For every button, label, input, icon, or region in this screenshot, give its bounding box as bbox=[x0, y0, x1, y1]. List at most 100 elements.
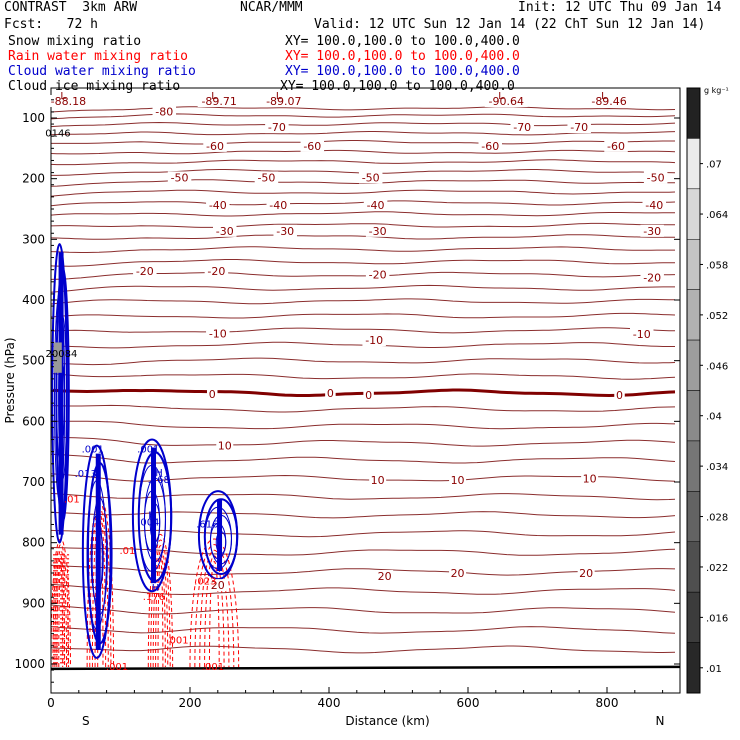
colorbar-tick-label: .022 bbox=[706, 563, 728, 574]
colorbar-segment bbox=[686, 188, 701, 240]
low-marker: L bbox=[498, 91, 504, 102]
rain-contour bbox=[150, 539, 171, 668]
isotherm-label: -60 bbox=[481, 140, 499, 153]
colorbar-segment bbox=[686, 591, 701, 643]
isotherm-label-bg bbox=[265, 121, 289, 134]
isotherm-label: 10 bbox=[218, 440, 232, 453]
rain-contour bbox=[58, 561, 64, 668]
low-marker: L bbox=[211, 91, 217, 102]
isotherm-label-bg bbox=[204, 264, 229, 277]
isotherm-line bbox=[50, 604, 676, 615]
isotherm-label-bg bbox=[510, 121, 534, 134]
colorbar-tick-label: .052 bbox=[706, 311, 728, 322]
isotherm-label: -70 bbox=[570, 121, 588, 134]
colorbar-tick-label: .01 bbox=[706, 664, 722, 675]
isotherm-line bbox=[50, 388, 676, 398]
y-tick-label: 100 bbox=[22, 111, 45, 125]
isotherm-label: -60 bbox=[607, 140, 625, 153]
high-marker: H bbox=[152, 583, 160, 594]
isotherm-label-bg bbox=[363, 198, 388, 211]
colorbar-segment bbox=[686, 87, 701, 139]
x-tick-label: 600 bbox=[457, 696, 480, 710]
rain-contour bbox=[155, 550, 166, 668]
isotherm-label-bg bbox=[262, 95, 306, 108]
isotherm-label: -30 bbox=[276, 225, 294, 238]
mixing-ratio-label: .001 bbox=[166, 636, 188, 647]
isotherm-label: -70 bbox=[268, 121, 286, 134]
colorbar-tick-label: .028 bbox=[706, 513, 728, 524]
isotherm-line bbox=[50, 234, 676, 240]
isotherm-label-bg bbox=[449, 474, 467, 487]
isotherm-label-bg bbox=[152, 105, 177, 118]
x-tick-label: 0 bbox=[47, 696, 55, 710]
x-tick-label: 200 bbox=[179, 696, 202, 710]
isotherm-label-bg bbox=[209, 579, 227, 592]
isotherm-line bbox=[50, 357, 676, 366]
isotherm-label-bg bbox=[567, 121, 591, 134]
colorbar-tick-label: .058 bbox=[706, 260, 728, 271]
isotherm-label-bg bbox=[216, 439, 234, 452]
high-marker: H bbox=[155, 468, 163, 479]
valid-time: Valid: 12 UTC Sun 12 Jan 14 (22 ChT Sun … bbox=[314, 17, 706, 32]
rain-contour bbox=[147, 533, 174, 668]
isotherm-line bbox=[50, 113, 676, 120]
mixing-ratio-label: .176 bbox=[143, 592, 165, 603]
rain-contour bbox=[208, 560, 220, 668]
isotherm-label: -89.71 bbox=[201, 95, 236, 108]
isotherm-label: -30 bbox=[369, 225, 387, 238]
isotherm-label: -40 bbox=[645, 199, 663, 212]
x-tick-label: 800 bbox=[596, 696, 619, 710]
isotherm-label-bg bbox=[614, 389, 625, 402]
isotherm-label-bg bbox=[376, 570, 394, 583]
isotherm-label: -60 bbox=[303, 140, 321, 153]
isotherm-label-bg bbox=[213, 224, 237, 237]
field-xy-snow: XY= 100.0,100.0 to 100.0,400.0 bbox=[285, 34, 520, 49]
isotherm-label-bg bbox=[300, 139, 325, 152]
colorbar-tick-label: .07 bbox=[706, 160, 722, 171]
mixing-ratio-label: .01 bbox=[119, 546, 135, 557]
isotherm-label-bg bbox=[167, 171, 192, 184]
x-end-label-north: N bbox=[656, 714, 665, 728]
init-time: Init: 12 UTC Thu 09 Jan 14 bbox=[518, 0, 722, 15]
isotherm-label-bg bbox=[581, 472, 599, 485]
isotherm-label-bg bbox=[273, 224, 297, 237]
rain-contour bbox=[189, 538, 240, 668]
isotherm-label: 20 bbox=[211, 579, 225, 592]
rain-contour bbox=[194, 544, 235, 668]
isotherm-label: -50 bbox=[257, 171, 275, 184]
isotherm-label-bg bbox=[365, 224, 390, 237]
y-tick-label: 300 bbox=[22, 232, 45, 246]
isotherm-label: -88.18 bbox=[51, 95, 86, 108]
isotherm-line bbox=[50, 159, 676, 166]
cloud-water-core bbox=[217, 499, 223, 572]
isotherm-label-bg bbox=[365, 268, 390, 281]
x-axis-label: Distance (km) bbox=[345, 714, 429, 728]
field-label-cloud-water: Cloud water mixing ratio bbox=[8, 64, 196, 79]
isotherm-label-bg bbox=[206, 198, 230, 211]
colorbar-segment bbox=[686, 440, 701, 492]
isotherm-label: -50 bbox=[647, 171, 665, 184]
isotherm-line bbox=[50, 106, 676, 113]
isotherm-line bbox=[50, 200, 676, 207]
isotherm-label: -30 bbox=[643, 225, 661, 238]
isotherm-label-bg bbox=[369, 474, 387, 487]
isotherm-line bbox=[50, 298, 676, 305]
isotherm-label: -20 bbox=[207, 265, 225, 278]
y-tick-label: 800 bbox=[22, 536, 45, 550]
y-tick-label: 1000 bbox=[14, 657, 45, 671]
isotherm-line bbox=[50, 626, 676, 634]
isotherm-line bbox=[50, 436, 676, 447]
isotherm-label-bg bbox=[203, 139, 227, 152]
isotherm-label: 10 bbox=[451, 474, 465, 487]
isotherm-label-bg bbox=[206, 388, 218, 401]
y-tick-label: 200 bbox=[22, 172, 45, 186]
rain-contour bbox=[91, 509, 109, 668]
mixing-ratio-label: .001 bbox=[106, 662, 128, 673]
rain-contour bbox=[52, 544, 70, 668]
isotherm-label: 0 bbox=[327, 387, 334, 400]
colorbar-tick-label: .04 bbox=[706, 412, 722, 423]
y-axis-label: Pressure (hPa) bbox=[3, 337, 17, 423]
mixing-ratio-label: .001 bbox=[82, 445, 104, 456]
mixing-ratio-label: .004 bbox=[137, 517, 159, 528]
colorbar-segment bbox=[686, 138, 701, 190]
